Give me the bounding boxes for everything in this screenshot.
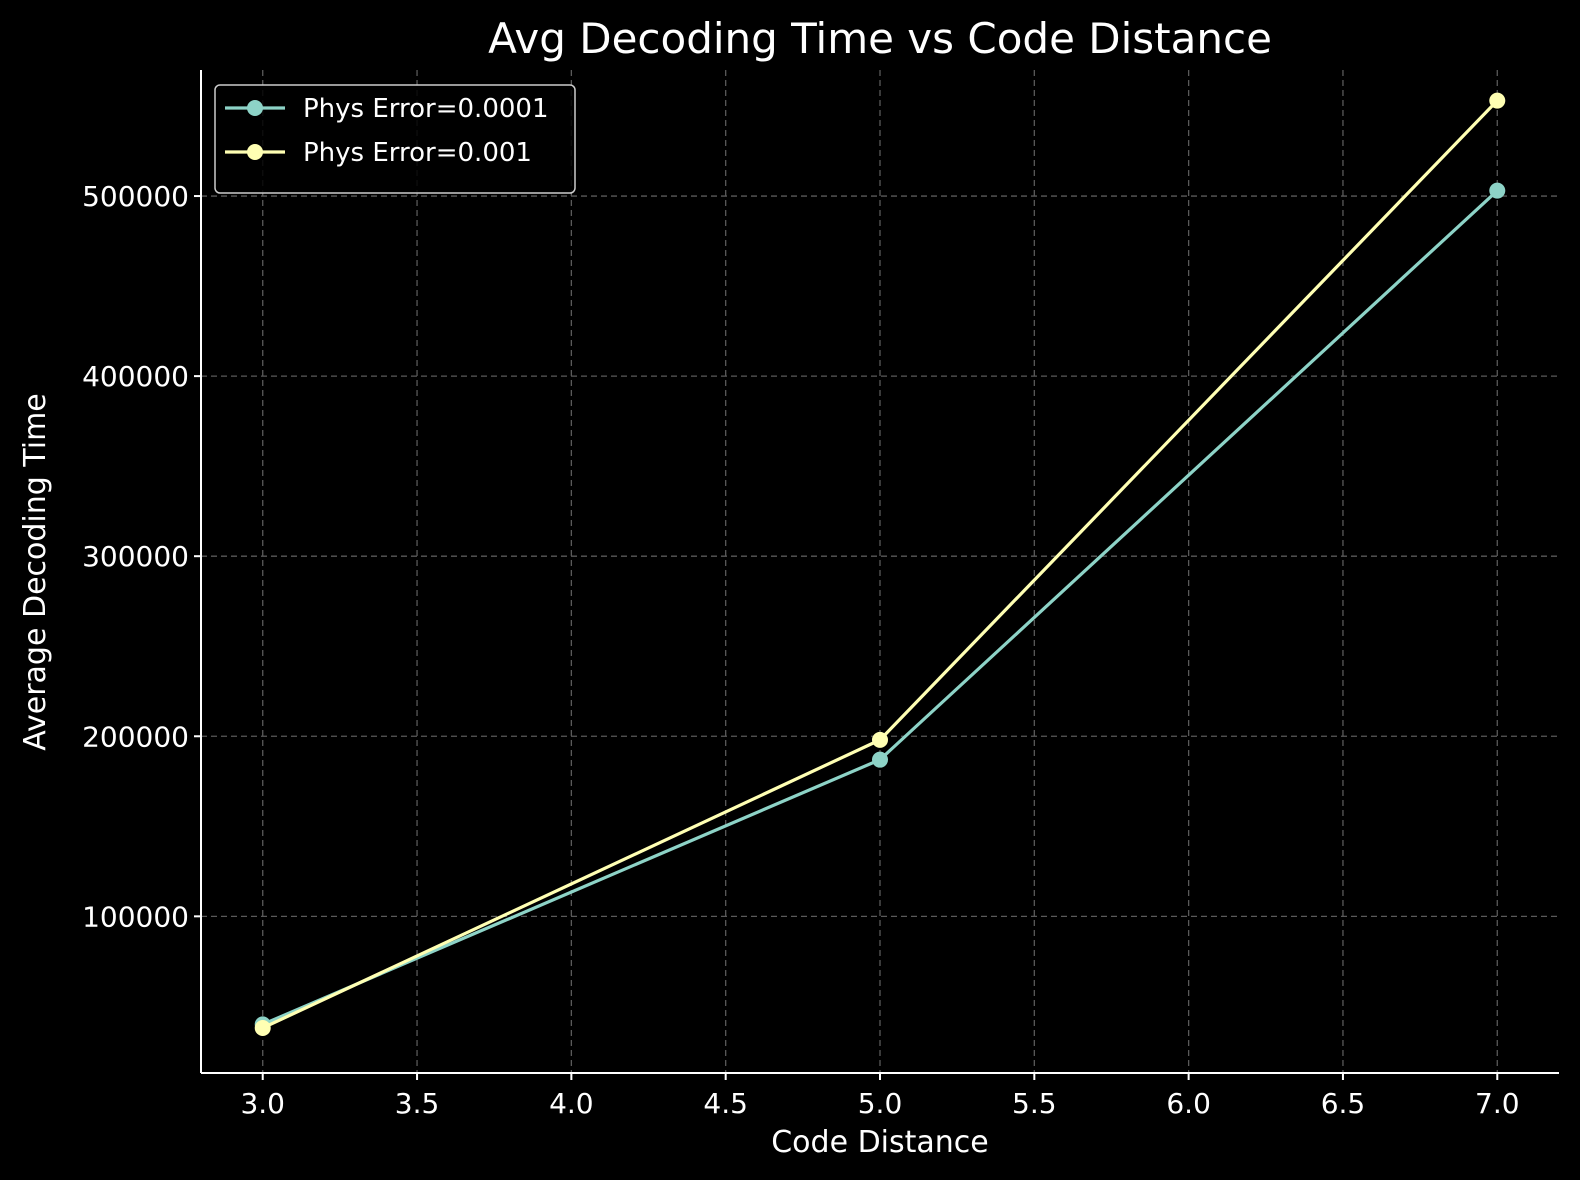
x-tick-label: 6.5 xyxy=(1321,1087,1366,1120)
data-point xyxy=(872,731,888,748)
legend-item: Phys Error=0.001 xyxy=(225,138,532,168)
series-layer xyxy=(254,92,1506,1036)
x-tick-label: 4.5 xyxy=(703,1087,748,1120)
y-tick-label: 400000 xyxy=(82,360,189,393)
legend: Phys Error=0.0001 Phys Error=0.001 xyxy=(214,84,576,194)
x-tick-label: 5.5 xyxy=(1012,1087,1057,1120)
axes xyxy=(194,70,1559,1080)
data-point xyxy=(1489,182,1506,199)
x-tick-label: 3.5 xyxy=(395,1087,440,1120)
x-tick-label: 7.0 xyxy=(1475,1087,1520,1120)
data-point xyxy=(1489,92,1506,109)
legend-box xyxy=(214,84,576,194)
x-axis-label: Code Distance xyxy=(771,1125,989,1160)
y-axis-label: Average Decoding Time xyxy=(18,393,53,751)
legend-label: Phys Error=0.0001 xyxy=(303,94,549,124)
legend-label: Phys Error=0.001 xyxy=(303,138,532,168)
y-tick-label: 300000 xyxy=(82,540,189,573)
legend-marker-swatch xyxy=(247,144,263,160)
legend-marker-swatch xyxy=(247,100,263,116)
data-point xyxy=(872,751,888,768)
tick-labels: 3.0 3.5 4.0 4.5 5.0 5.5 6.0 6.5 7.0 100000 200000 3… xyxy=(82,180,1519,1120)
data-point xyxy=(254,1019,271,1036)
y-tick-label: 100000 xyxy=(82,900,189,933)
x-tick-label: 4.0 xyxy=(549,1087,594,1120)
series-2 xyxy=(254,92,1506,1036)
grid-lines xyxy=(201,70,1559,1073)
chart-title: Avg Decoding Time vs Code Distance xyxy=(488,14,1272,63)
x-tick-label: 6.0 xyxy=(1166,1087,1211,1120)
x-tick-label: 3.0 xyxy=(240,1087,285,1120)
y-tick-label: 500000 xyxy=(82,180,189,213)
y-tick-label: 200000 xyxy=(82,720,189,753)
x-tick-label: 5.0 xyxy=(858,1087,903,1120)
legend-item: Phys Error=0.0001 xyxy=(225,94,549,124)
